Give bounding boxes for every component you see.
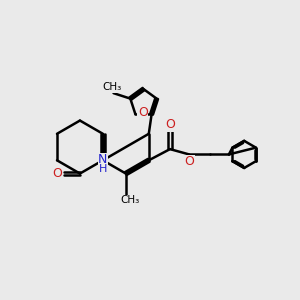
Text: CH₃: CH₃ xyxy=(121,195,140,205)
Text: O: O xyxy=(138,106,148,119)
Text: O: O xyxy=(184,155,194,168)
Text: H: H xyxy=(99,164,107,173)
Text: O: O xyxy=(52,167,62,180)
Text: O: O xyxy=(165,118,175,131)
Text: CH₃: CH₃ xyxy=(102,82,122,92)
Text: N: N xyxy=(98,153,108,166)
